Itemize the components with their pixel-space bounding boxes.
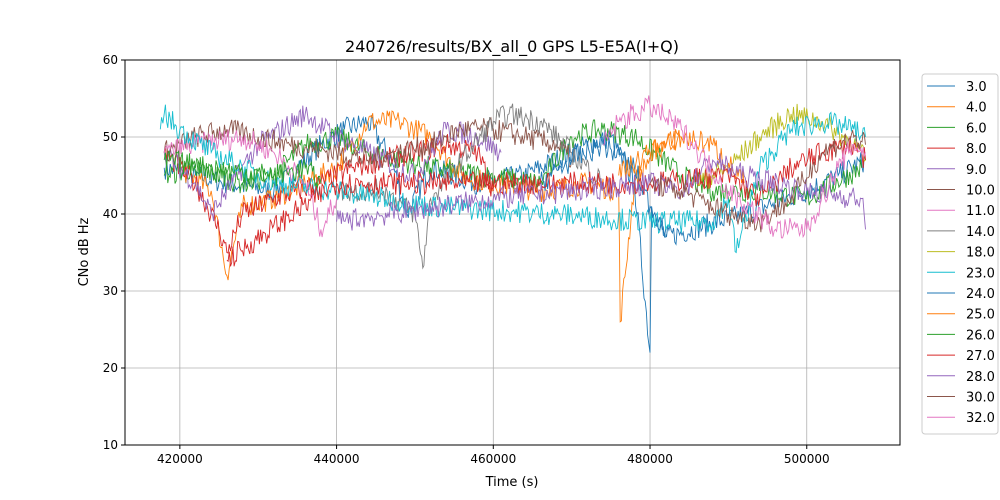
y-tick-label: 50: [103, 130, 118, 144]
x-axis-label: Time (s): [485, 475, 539, 490]
legend: 3.0 4.0 6.0 8.0 9.0 10.0 11.0 14.0 18.0 23.0 24.0 2…: [921, 73, 999, 435]
y-tick-label: 30: [103, 284, 118, 298]
series-line-28.0: [336, 153, 866, 231]
legend-label: 18.0: [966, 246, 995, 261]
chart-title: 240726/results/BX_all_0 GPS L5-E5A(I+Q): [345, 37, 679, 57]
series-line-27.0: [226, 136, 866, 267]
x-tick-label: 460000: [470, 452, 516, 466]
legend-label: 3.0: [966, 80, 987, 95]
legend-label: 11.0: [966, 204, 995, 219]
legend-label: 26.0: [966, 328, 995, 343]
y-axis-label: CNo dB Hz: [77, 217, 92, 286]
series-line-11.0: [163, 129, 338, 238]
series-line-14.0: [336, 103, 604, 270]
plot-frame: [124, 59, 901, 446]
y-tick-label: 40: [103, 207, 118, 221]
legend-label: 10.0: [966, 184, 995, 199]
series-line-10.0: [163, 116, 573, 169]
legend-label: 27.0: [966, 349, 995, 364]
legend-label: 24.0: [966, 287, 995, 302]
legend-label: 4.0: [966, 101, 987, 116]
legend-label: 8.0: [966, 142, 987, 157]
x-tick-label: 440000: [314, 452, 360, 466]
legend-label: 28.0: [966, 370, 995, 385]
series-line-30.0: [649, 130, 866, 233]
series-line-23.0: [159, 104, 866, 254]
grid: [125, 59, 900, 446]
axis-ticks: 420000 440000 460000 480000 500000 10 20 30 40 50…: [103, 53, 830, 466]
legend-label: 6.0: [966, 121, 987, 136]
series-lines: [159, 95, 866, 353]
x-tick-label: 500000: [784, 452, 830, 466]
y-tick-label: 20: [103, 361, 118, 375]
y-tick-label: 60: [103, 53, 118, 67]
legend-label: 9.0: [966, 163, 987, 178]
series-line-32.0: [603, 95, 866, 239]
series-line-4.0: [179, 110, 682, 323]
legend-label: 14.0: [966, 225, 995, 240]
legend-label: 23.0: [966, 266, 995, 281]
series-line-9.0: [163, 105, 502, 222]
series-line-26.0: [163, 150, 322, 189]
y-tick-label: 10: [103, 438, 118, 452]
x-tick-label: 420000: [157, 452, 203, 466]
legend-label: 32.0: [966, 411, 995, 426]
x-tick-label: 480000: [627, 452, 673, 466]
legend-box: [921, 73, 999, 435]
legend-label: 25.0: [966, 308, 995, 323]
legend-label: 30.0: [966, 391, 995, 406]
